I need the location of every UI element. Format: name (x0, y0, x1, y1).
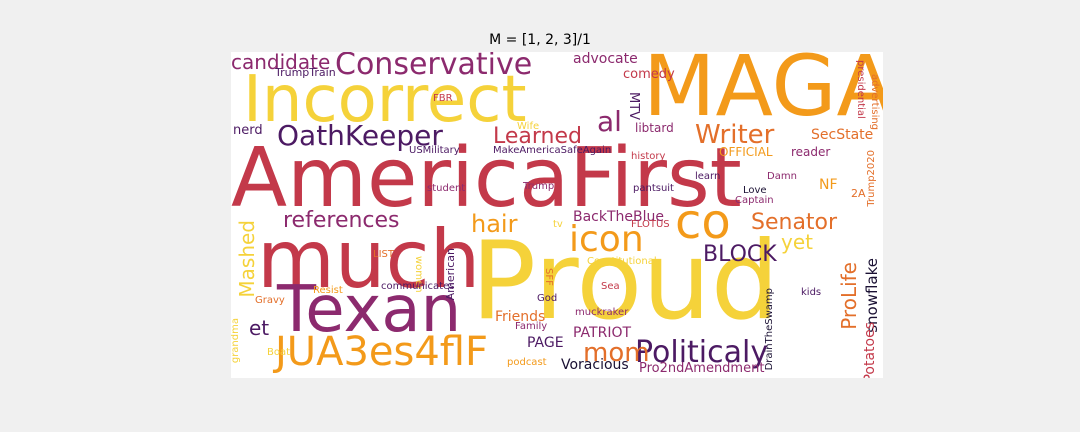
word-et: et (249, 316, 270, 340)
word-mom: mom (583, 338, 650, 368)
word-politicaly: Politicaly (635, 335, 769, 370)
word-comedy: comedy (623, 67, 675, 82)
word-podcast: podcast (507, 357, 547, 368)
word-communicates: communicates (381, 281, 455, 292)
word-page: PAGE (527, 335, 564, 351)
word-american: American (444, 248, 457, 301)
word-trump2020: Trump2020 (866, 150, 877, 207)
word-incorrect: Incorrect (243, 63, 527, 137)
word-proud: Proud (471, 219, 780, 344)
word-list: LIST (373, 249, 394, 260)
word-kids: kids (801, 287, 822, 298)
word-presidential: presidential (855, 60, 866, 119)
word-boat: Boat (267, 347, 291, 358)
word-al: al (597, 105, 622, 138)
word-texan: Texan (277, 273, 462, 347)
word-damn: Damn (767, 171, 797, 182)
word-reader: reader (791, 145, 831, 159)
word-makeamericasafeagain: MakeAmericaSafeAgain (493, 145, 612, 156)
word-2a: 2A (851, 187, 866, 200)
word-prolife: ProLife (837, 262, 861, 330)
word-patriot: PATRIOT (573, 325, 632, 341)
word-pantsuit: pantsuit (633, 183, 674, 194)
word-advocate: advocate (573, 52, 638, 67)
word-captain: Captain (735, 195, 774, 206)
word-trump: Trump (523, 181, 555, 192)
word-conservative: Conservative (335, 52, 533, 82)
word-muckraker: muckraker (575, 307, 629, 318)
word-student: student (427, 183, 466, 194)
word-backtheblue: BackTheBlue (573, 209, 665, 225)
word-maga: MAGA (643, 52, 883, 135)
word-trumptrain: TrumpTrain (275, 66, 336, 79)
word-usmilitary: USMilitary (409, 145, 460, 156)
word-mashed: Mashed (235, 220, 259, 298)
word-god: God (537, 293, 558, 304)
word-candidate: candidate (231, 52, 331, 74)
word-advertising: advertising (869, 74, 880, 131)
word-mtv: MTV (626, 92, 641, 121)
word-learn: learn (695, 171, 721, 182)
word-family: Family (515, 321, 548, 332)
word-much: much (257, 213, 481, 306)
word-resist: Resist (313, 285, 343, 296)
word-tv: tv (553, 219, 563, 230)
word-libtard: libtard (635, 121, 674, 135)
word-love: Love (743, 185, 767, 196)
word-nf: NF (819, 177, 838, 193)
word-official: OFFICIAL (719, 145, 773, 159)
word-draintheswamp: DrainTheSwamp (764, 288, 775, 371)
word-potatoes: Potatoes (862, 322, 878, 378)
word-wife: Wife (517, 121, 540, 132)
word-co: co (675, 194, 731, 250)
word-flotus: FLOTUS (631, 219, 670, 230)
word-sff: SFF (543, 268, 554, 286)
word-nerd: nerd (233, 123, 263, 138)
word-women: women (413, 256, 424, 293)
word-sea: Sea (601, 281, 620, 292)
word-constitutional: Constitutional (587, 256, 657, 267)
word-history: history (631, 151, 666, 162)
word-cloud: MAGA Incorrect AmericaFirst Proud much Texan J… (231, 52, 883, 378)
word-senator: Senator (751, 210, 838, 235)
word-grandma: grandma (231, 318, 241, 364)
word-yet: yet (781, 230, 813, 254)
word-secstate: SecState (811, 127, 874, 143)
word-fbr: FBR (433, 93, 453, 104)
word-learned: Learned (493, 124, 582, 149)
word-gravy: Gravy (255, 295, 285, 306)
word-americafirst: AmericaFirst (231, 131, 742, 226)
word-icon: icon (569, 219, 644, 260)
word-oathkeeper: OathKeeper (277, 119, 443, 152)
word-jua3es4flf: JUA3es4flF (275, 329, 488, 375)
word-voracious: Voracious (561, 357, 629, 373)
word-friends: Friends (495, 309, 546, 325)
word-writer: Writer (695, 120, 775, 150)
word-block: BLOCK (703, 242, 777, 267)
word-pro2ndamendment: Pro2ndAmendment (639, 361, 765, 376)
figure-title: M = [1, 2, 3]/1 (489, 32, 591, 48)
word-references: references (283, 208, 400, 233)
word-hair: hair (471, 210, 518, 238)
